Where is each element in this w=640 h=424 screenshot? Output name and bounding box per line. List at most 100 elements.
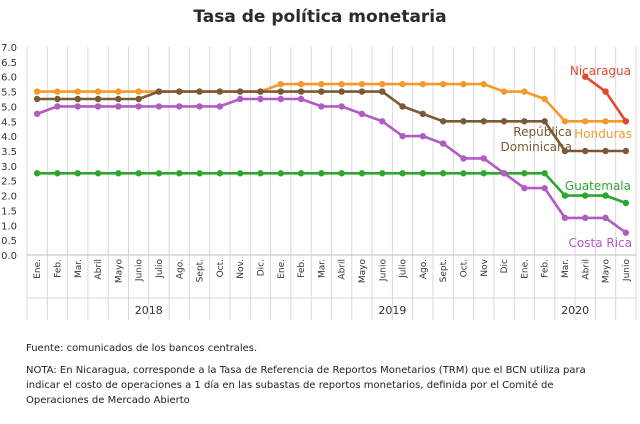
series-label: República (513, 125, 572, 139)
x-tick-label: Ene. (33, 259, 43, 279)
x-tick-label: Junio (135, 259, 145, 283)
data-point (521, 88, 528, 95)
data-point (297, 80, 305, 88)
data-point (54, 170, 61, 177)
series-line (37, 82, 626, 123)
x-tick-label: Oct. (216, 259, 226, 277)
data-point (338, 170, 345, 177)
data-point (318, 170, 325, 177)
data-point (236, 88, 244, 95)
data-point (338, 103, 345, 110)
data-point (439, 170, 447, 177)
x-tick-label: Ago. (175, 259, 185, 279)
x-tick-label: Mayo (602, 259, 612, 284)
x-tick-label: Ago. (419, 259, 429, 279)
data-point (460, 80, 467, 88)
data-point (74, 103, 81, 110)
data-point (582, 73, 589, 80)
data-point (115, 170, 122, 177)
data-point (176, 170, 183, 177)
data-point (74, 170, 81, 177)
data-point (155, 170, 163, 177)
data-point (94, 95, 102, 103)
series-label: Honduras (574, 127, 632, 141)
data-point (399, 80, 406, 88)
y-tick-label: 0.0 (1, 251, 17, 262)
data-point (94, 88, 102, 95)
data-point (541, 184, 548, 192)
x-tick-label: Nov (480, 258, 490, 276)
data-point (460, 170, 467, 177)
x-tick-label: Sept. (439, 259, 449, 282)
data-point (135, 103, 142, 110)
data-point (277, 95, 284, 103)
data-point (561, 192, 569, 199)
x-tick-label: Mar. (561, 259, 571, 278)
data-point (541, 95, 548, 103)
data-point (338, 80, 345, 88)
data-point (582, 214, 589, 222)
data-point (74, 95, 81, 103)
chart-title: Tasa de política monetaria (193, 7, 447, 27)
x-tick-label: Mar. (317, 259, 327, 278)
x-tick-label: Junio (378, 259, 388, 283)
x-tick-label: Nov. (236, 259, 246, 279)
year-label: 2020 (561, 304, 589, 317)
year-label: 2019 (378, 304, 406, 317)
series-line (584, 75, 627, 123)
data-point (602, 118, 609, 125)
x-tick-label: Abril (338, 259, 348, 280)
y-tick-label: 2.5 (1, 177, 17, 188)
data-point (439, 118, 447, 125)
x-tick-label: Mar. (74, 259, 84, 278)
x-tick-label: Dic. (256, 259, 266, 276)
data-point (257, 170, 264, 177)
data-point (297, 88, 305, 95)
y-tick-label: 3.5 (1, 147, 17, 158)
data-point (135, 170, 142, 177)
data-point (521, 118, 528, 125)
data-point (521, 184, 528, 192)
data-point (602, 214, 609, 222)
data-point (318, 103, 325, 110)
data-point (257, 88, 264, 95)
y-tick-label: 4.5 (1, 117, 17, 128)
data-point (379, 170, 386, 177)
data-point (318, 88, 325, 95)
data-point (358, 110, 366, 118)
data-point (622, 199, 630, 207)
series-label: Nicaragua (570, 64, 631, 78)
data-point (521, 170, 528, 177)
data-point (602, 147, 609, 155)
data-point (541, 118, 548, 125)
data-point (541, 170, 548, 177)
data-point (439, 140, 447, 147)
data-point (297, 95, 305, 103)
series-lines (33, 73, 630, 236)
x-tick-label: Abril (581, 259, 591, 280)
y-tick-label: 0.5 (1, 236, 17, 247)
y-tick-label: 5.5 (1, 88, 17, 99)
series-line (37, 172, 627, 205)
data-point (196, 103, 203, 110)
data-point (115, 88, 122, 95)
data-point (480, 170, 487, 177)
data-point (135, 95, 142, 103)
data-point (602, 88, 609, 95)
data-point (358, 170, 366, 177)
x-tick-label: Abril (94, 259, 104, 280)
data-point (33, 110, 41, 118)
data-point (439, 80, 447, 88)
data-point (460, 118, 467, 125)
year-label: 2018 (135, 304, 163, 317)
y-tick-label: 2.0 (1, 192, 17, 203)
data-point (196, 170, 203, 177)
data-point (54, 103, 61, 110)
series-line (37, 90, 626, 153)
data-point (379, 80, 386, 88)
x-tick-label: Dic (500, 259, 510, 273)
y-tick-label: 5.0 (1, 102, 17, 113)
data-point (622, 147, 630, 155)
data-point (500, 88, 508, 95)
